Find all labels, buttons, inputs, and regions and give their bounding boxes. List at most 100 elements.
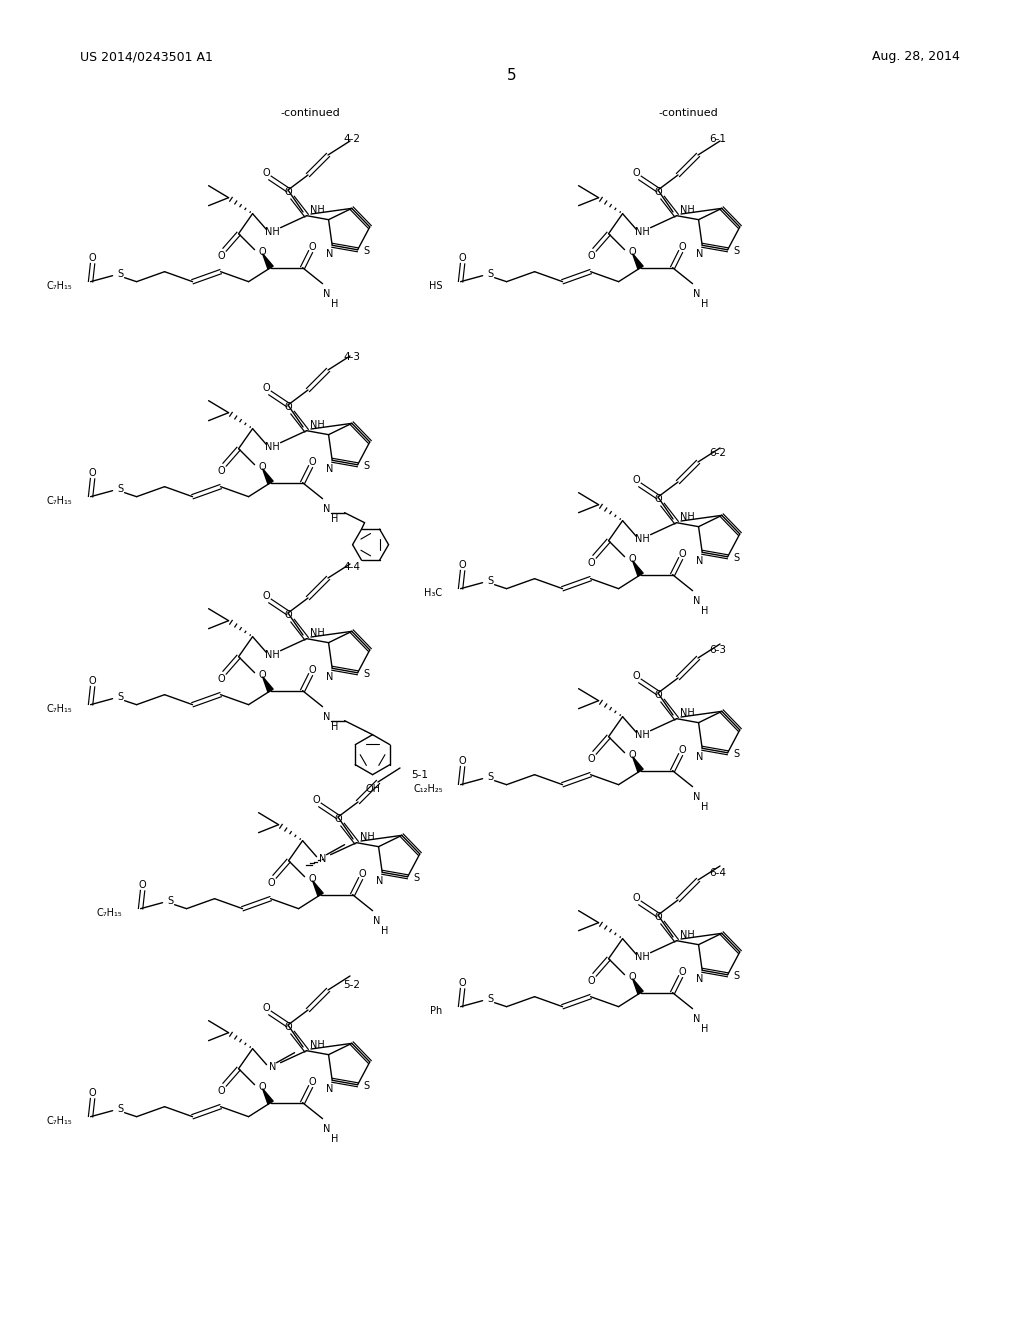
Text: H: H — [331, 298, 338, 309]
Text: O: O — [588, 975, 595, 986]
Polygon shape — [262, 677, 273, 692]
Text: O: O — [259, 462, 266, 471]
Text: O: O — [89, 1088, 96, 1098]
Text: N: N — [696, 974, 703, 985]
Text: O: O — [459, 560, 466, 570]
Text: O: O — [632, 475, 640, 484]
Text: N: N — [269, 1061, 276, 1072]
Text: N: N — [327, 672, 334, 682]
Text: O: O — [358, 869, 367, 879]
Text: O: O — [654, 912, 663, 921]
Text: S: S — [118, 692, 124, 702]
Text: S: S — [364, 246, 370, 256]
Text: N: N — [323, 289, 331, 298]
Text: N: N — [696, 556, 703, 566]
Polygon shape — [312, 880, 324, 896]
Text: S: S — [487, 576, 494, 586]
Text: Ph: Ph — [430, 1006, 442, 1015]
Text: NH: NH — [309, 1040, 325, 1049]
Polygon shape — [633, 756, 643, 772]
Text: OH: OH — [366, 784, 380, 793]
Text: N: N — [323, 504, 331, 513]
Text: 6-4: 6-4 — [710, 869, 726, 878]
Text: NH: NH — [680, 512, 694, 521]
Text: 5-2: 5-2 — [343, 979, 360, 990]
Text: O: O — [679, 744, 686, 755]
Text: 5: 5 — [507, 69, 517, 83]
Text: N: N — [696, 752, 703, 762]
Text: O: O — [262, 168, 269, 178]
Text: O: O — [679, 242, 686, 252]
Text: O: O — [89, 252, 96, 263]
Polygon shape — [633, 561, 643, 576]
Text: O: O — [218, 251, 225, 260]
Text: NH: NH — [265, 442, 280, 451]
Text: NH: NH — [309, 205, 325, 215]
Text: O: O — [588, 251, 595, 260]
Text: O: O — [632, 894, 640, 903]
Text: O: O — [632, 168, 640, 178]
Text: N: N — [693, 1014, 700, 1024]
Text: 5-1: 5-1 — [412, 770, 428, 780]
Text: O: O — [309, 665, 316, 675]
Text: N: N — [323, 1123, 331, 1134]
Text: O: O — [285, 1022, 293, 1032]
Text: S: S — [118, 1104, 124, 1114]
Text: O: O — [262, 383, 269, 393]
Text: S: S — [487, 269, 494, 279]
Text: O: O — [89, 676, 96, 685]
Text: HS: HS — [429, 281, 442, 290]
Text: NH: NH — [359, 832, 375, 842]
Text: C₇H₁₅: C₇H₁₅ — [47, 496, 73, 506]
Text: O: O — [285, 610, 293, 619]
Text: O: O — [654, 494, 663, 504]
Text: 6-2: 6-2 — [710, 447, 726, 458]
Polygon shape — [633, 978, 643, 994]
Text: O: O — [89, 467, 96, 478]
Text: O: O — [654, 689, 663, 700]
Text: H: H — [700, 606, 709, 615]
Text: N: N — [693, 792, 700, 801]
Text: NH: NH — [680, 931, 694, 940]
Text: NH: NH — [680, 708, 694, 718]
Text: N: N — [373, 916, 380, 925]
Polygon shape — [262, 253, 273, 269]
Text: H: H — [381, 925, 388, 936]
Text: C₇H₁₅: C₇H₁₅ — [47, 704, 73, 714]
Text: C₇H₁₅: C₇H₁₅ — [47, 281, 73, 290]
Text: US 2014/0243501 A1: US 2014/0243501 A1 — [80, 50, 213, 63]
Text: H: H — [700, 1024, 709, 1034]
Text: N: N — [323, 711, 331, 722]
Text: NH: NH — [635, 227, 650, 236]
Text: C₇H₁₅: C₇H₁₅ — [97, 908, 123, 917]
Text: O: O — [632, 671, 640, 681]
Text: O: O — [259, 669, 266, 680]
Text: H: H — [331, 1134, 338, 1143]
Text: C₇H₁₅: C₇H₁₅ — [47, 1115, 73, 1126]
Text: 4-3: 4-3 — [343, 352, 360, 362]
Text: O: O — [218, 1085, 225, 1096]
Text: O: O — [285, 401, 293, 412]
Text: -continued: -continued — [658, 108, 718, 117]
Text: NH: NH — [680, 205, 694, 215]
Text: S: S — [118, 269, 124, 279]
Text: 4-4: 4-4 — [343, 562, 360, 572]
Text: NH: NH — [309, 420, 325, 430]
Text: O: O — [259, 1081, 266, 1092]
Text: O: O — [679, 549, 686, 558]
Text: O: O — [262, 1003, 269, 1012]
Text: S: S — [168, 896, 174, 906]
Text: O: O — [459, 978, 466, 987]
Text: O: O — [459, 755, 466, 766]
Text: 6-1: 6-1 — [710, 135, 726, 144]
Text: N: N — [693, 595, 700, 606]
Polygon shape — [262, 1089, 273, 1104]
Text: S: S — [733, 748, 739, 759]
Text: S: S — [414, 873, 420, 883]
Text: S: S — [487, 772, 494, 781]
Text: C₁₂H₂₅: C₁₂H₂₅ — [413, 784, 442, 793]
Text: N: N — [377, 876, 384, 886]
Text: O: O — [588, 557, 595, 568]
Text: N: N — [327, 249, 334, 259]
Text: NH: NH — [265, 649, 280, 660]
